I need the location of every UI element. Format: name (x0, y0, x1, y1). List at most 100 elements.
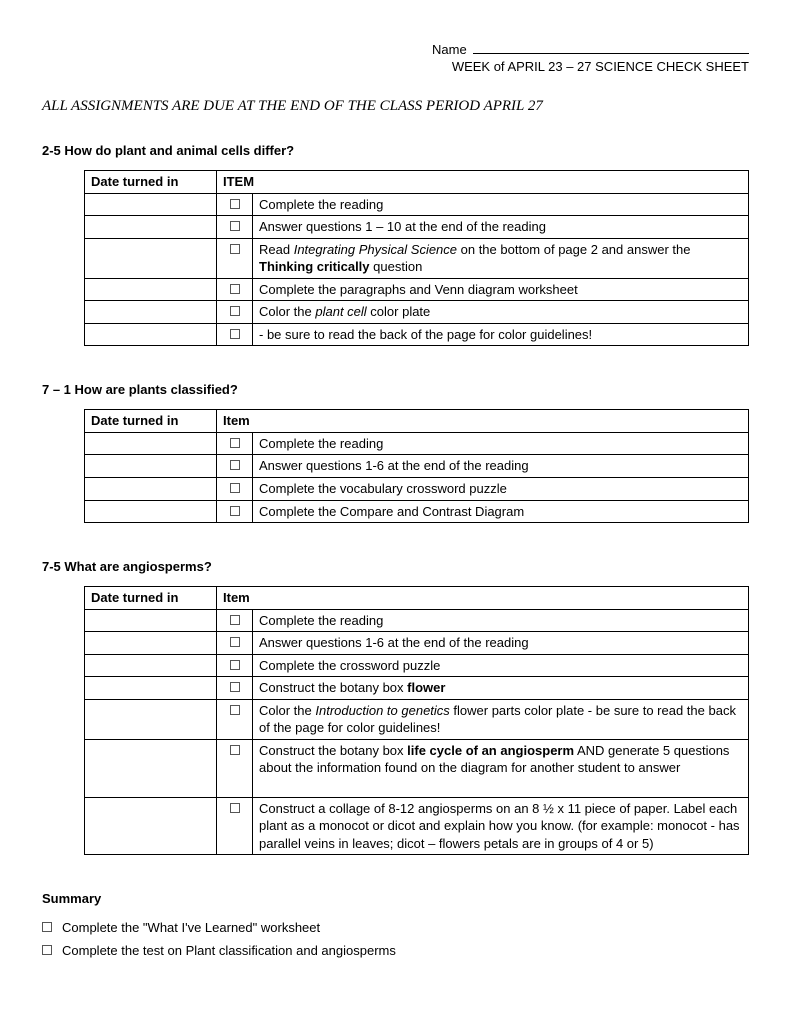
date-cell[interactable] (85, 478, 217, 501)
sections-container: 2-5 How do plant and animal cells differ… (42, 143, 749, 855)
checkbox-cell[interactable] (217, 654, 253, 677)
table-row: Color the plant cell color plate (85, 301, 749, 324)
checkbox-icon[interactable] (230, 803, 240, 813)
checkbox-icon[interactable] (230, 460, 240, 470)
date-cell[interactable] (85, 193, 217, 216)
due-statement: ALL ASSIGNMENTS ARE DUE AT THE END OF TH… (42, 98, 749, 115)
name-blank-line[interactable] (473, 40, 749, 54)
checkbox-icon[interactable] (230, 329, 240, 339)
checkbox-icon[interactable] (42, 945, 52, 955)
table-row: Complete the reading (85, 609, 749, 632)
checkbox-icon[interactable] (230, 637, 240, 647)
date-cell[interactable] (85, 500, 217, 523)
date-cell[interactable] (85, 699, 217, 739)
checkbox-cell[interactable] (217, 323, 253, 346)
assignment-table: Date turned inItemComplete the readingAn… (84, 409, 749, 523)
summary-item: Complete the test on Plant classificatio… (42, 943, 749, 958)
checkbox-cell[interactable] (217, 216, 253, 239)
table-row: Construct the botany box life cycle of a… (85, 739, 749, 797)
summary-item-text: Complete the "What I've Learned" workshe… (62, 920, 320, 935)
table-row: Color the Introduction to genetics flowe… (85, 699, 749, 739)
date-cell[interactable] (85, 238, 217, 278)
table-row: Answer questions 1-6 at the end of the r… (85, 632, 749, 655)
item-cell: - be sure to read the back of the page f… (253, 323, 749, 346)
col-header-item: Item (217, 410, 749, 433)
checkbox-cell[interactable] (217, 478, 253, 501)
checkbox-cell[interactable] (217, 677, 253, 700)
checkbox-cell[interactable] (217, 193, 253, 216)
table-row: Construct a collage of 8-12 angiosperms … (85, 797, 749, 855)
section-title: 2-5 How do plant and animal cells differ… (42, 143, 749, 158)
col-header-date: Date turned in (85, 587, 217, 610)
item-cell: Answer questions 1-6 at the end of the r… (253, 632, 749, 655)
checkbox-icon[interactable] (42, 922, 52, 932)
assignment-table: Date turned inItemComplete the readingAn… (84, 586, 749, 855)
date-cell[interactable] (85, 654, 217, 677)
table-row: Answer questions 1-6 at the end of the r… (85, 455, 749, 478)
checkbox-cell[interactable] (217, 500, 253, 523)
checkbox-cell[interactable] (217, 699, 253, 739)
week-subtitle: WEEK of APRIL 23 – 27 SCIENCE CHECK SHEE… (42, 59, 749, 74)
checkbox-icon[interactable] (230, 660, 240, 670)
checkbox-cell[interactable] (217, 301, 253, 324)
assignment-table: Date turned inITEMComplete the readingAn… (84, 170, 749, 346)
col-header-date: Date turned in (85, 171, 217, 194)
item-cell: Answer questions 1-6 at the end of the r… (253, 455, 749, 478)
checkbox-icon[interactable] (230, 682, 240, 692)
checkbox-cell[interactable] (217, 609, 253, 632)
summary-item: Complete the "What I've Learned" workshe… (42, 920, 749, 935)
checkbox-cell[interactable] (217, 238, 253, 278)
checkbox-icon[interactable] (230, 615, 240, 625)
table-row: Complete the crossword puzzle (85, 654, 749, 677)
section-title: 7 – 1 How are plants classified? (42, 382, 749, 397)
checkbox-icon[interactable] (230, 221, 240, 231)
checkbox-cell[interactable] (217, 432, 253, 455)
checkbox-cell[interactable] (217, 739, 253, 797)
table-row: Complete the reading (85, 193, 749, 216)
checkbox-icon[interactable] (230, 506, 240, 516)
item-cell: Complete the vocabulary crossword puzzle (253, 478, 749, 501)
checkbox-cell[interactable] (217, 278, 253, 301)
item-cell: Complete the Compare and Contrast Diagra… (253, 500, 749, 523)
date-cell[interactable] (85, 455, 217, 478)
name-field-row: Name (432, 40, 749, 57)
checkbox-icon[interactable] (230, 244, 240, 254)
date-cell[interactable] (85, 301, 217, 324)
table-row: Construct the botany box flower (85, 677, 749, 700)
date-cell[interactable] (85, 797, 217, 855)
checkbox-icon[interactable] (230, 745, 240, 755)
date-cell[interactable] (85, 323, 217, 346)
checkbox-cell[interactable] (217, 455, 253, 478)
date-cell[interactable] (85, 432, 217, 455)
checkbox-icon[interactable] (230, 438, 240, 448)
summary-item-text: Complete the test on Plant classificatio… (62, 943, 396, 958)
checkbox-icon[interactable] (230, 306, 240, 316)
table-row: - be sure to read the back of the page f… (85, 323, 749, 346)
checkbox-icon[interactable] (230, 705, 240, 715)
checkbox-icon[interactable] (230, 284, 240, 294)
item-cell: Construct the botany box life cycle of a… (253, 739, 749, 797)
table-row: Read Integrating Physical Science on the… (85, 238, 749, 278)
section-title: 7-5 What are angiosperms? (42, 559, 749, 574)
checkbox-icon[interactable] (230, 199, 240, 209)
date-cell[interactable] (85, 609, 217, 632)
date-cell[interactable] (85, 677, 217, 700)
name-label: Name (432, 42, 467, 57)
summary-heading: Summary (42, 891, 749, 906)
checkbox-icon[interactable] (230, 483, 240, 493)
col-header-item: ITEM (217, 171, 749, 194)
date-cell[interactable] (85, 216, 217, 239)
date-cell[interactable] (85, 739, 217, 797)
item-cell: Complete the paragraphs and Venn diagram… (253, 278, 749, 301)
item-cell: Color the plant cell color plate (253, 301, 749, 324)
table-row: Complete the paragraphs and Venn diagram… (85, 278, 749, 301)
date-cell[interactable] (85, 632, 217, 655)
checkbox-cell[interactable] (217, 632, 253, 655)
col-header-item: Item (217, 587, 749, 610)
item-cell: Complete the crossword puzzle (253, 654, 749, 677)
table-row: Complete the Compare and Contrast Diagra… (85, 500, 749, 523)
summary-list: Complete the "What I've Learned" workshe… (42, 920, 749, 958)
item-cell: Read Integrating Physical Science on the… (253, 238, 749, 278)
date-cell[interactable] (85, 278, 217, 301)
checkbox-cell[interactable] (217, 797, 253, 855)
